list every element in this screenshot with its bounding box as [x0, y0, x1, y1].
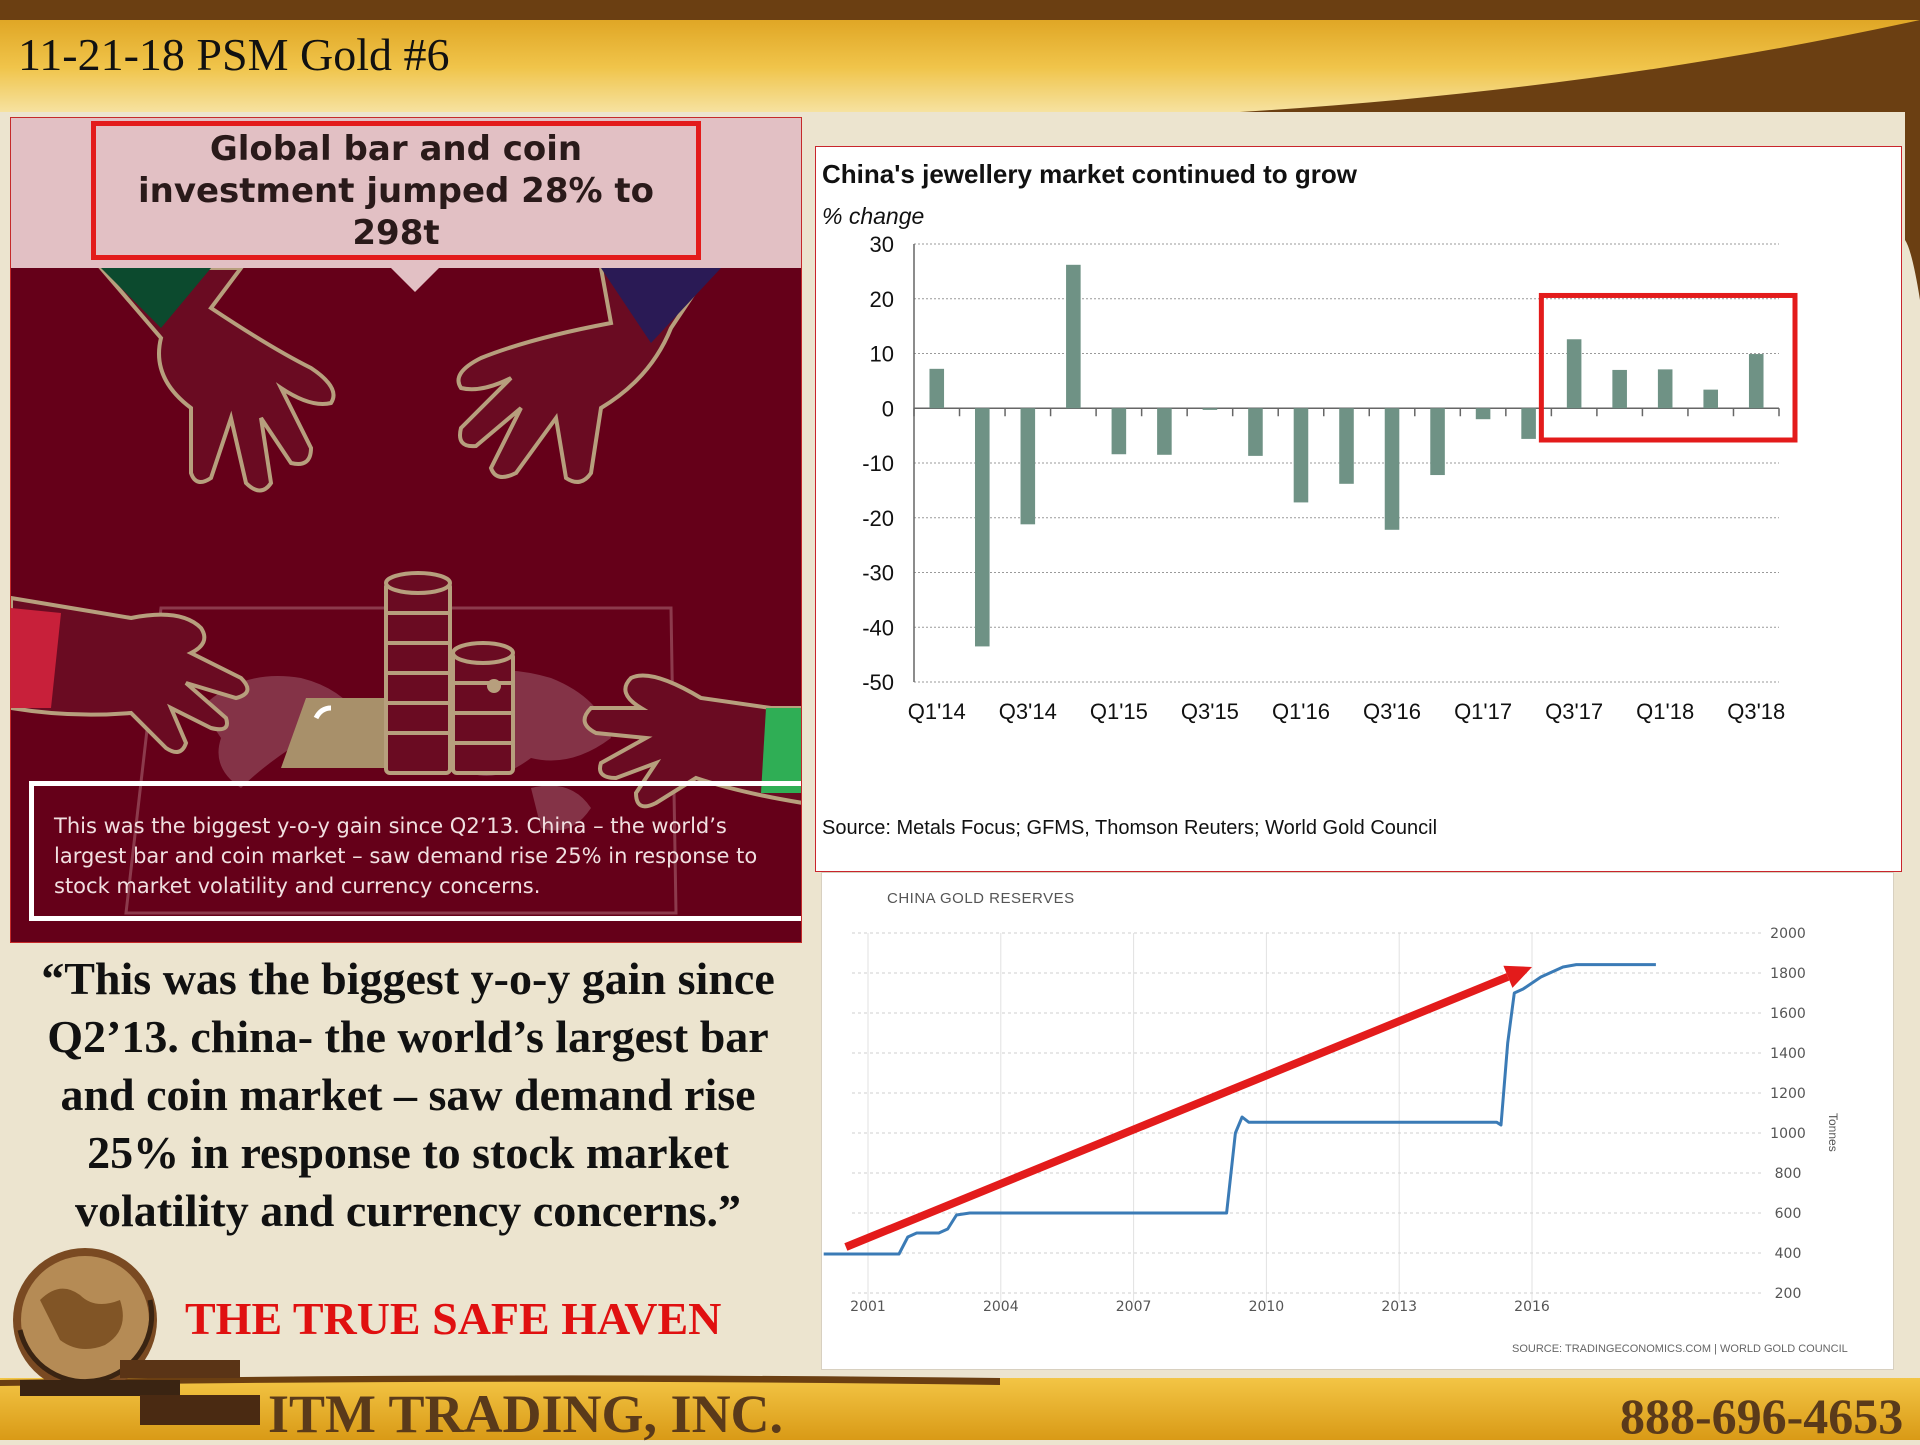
- y-tick-label: -50: [862, 670, 894, 695]
- hand-icon: [11, 595, 250, 754]
- x-tick-label: Q3'18: [1727, 699, 1785, 724]
- infographic-illustration: [11, 268, 801, 915]
- jewellery-chart-panel: 30 20 10 0 -10 -20 -30 -40 -50 Q1'14 Q3'14 Q1'15 Q3'…: [815, 146, 1902, 872]
- y-tick-label: 1200: [1770, 1086, 1806, 1102]
- infographic-caption-box: This was the biggest y-o-y gain since Q2…: [29, 781, 801, 921]
- trend-arrow: [844, 973, 1510, 1251]
- y-tick-label: 1600: [1770, 1006, 1806, 1022]
- bar-Q1'17: [1475, 408, 1491, 420]
- x-tick-label: 2016: [1514, 1299, 1550, 1315]
- cuff-icon: [101, 268, 211, 328]
- x-tick-label: 2004: [983, 1299, 1019, 1315]
- headline-pointer: [391, 268, 439, 292]
- y-tick-label: 1000: [1770, 1126, 1806, 1142]
- bar-Q4'17: [1612, 369, 1627, 409]
- quote-text: “This was the biggest y-o-y gain since Q…: [41, 953, 775, 1236]
- bar-Q4'15: [1248, 408, 1263, 456]
- y-tick-label: 400: [1775, 1246, 1802, 1262]
- infographic-header-band: [11, 118, 801, 268]
- cuff-icon: [601, 268, 721, 343]
- x-tick-label: Q3'14: [999, 699, 1057, 724]
- reserves-y-axis-label: Tonnes: [1826, 1113, 1840, 1152]
- bar-Q3'14: [1020, 408, 1036, 525]
- y-tick-label: 2000: [1770, 926, 1806, 942]
- coin-stack-icon: [384, 571, 452, 775]
- reserves-chart-title: CHINA GOLD RESERVES: [887, 890, 1075, 907]
- phone-number: 888-696-4653: [1620, 1388, 1904, 1444]
- bar-Q1'18: [1657, 369, 1673, 409]
- bar-Q3'18: [1748, 354, 1764, 409]
- bar-Q2'18: [1703, 389, 1718, 409]
- bar-Q4'14: [1066, 264, 1081, 409]
- bar-Q3'17: [1566, 339, 1582, 409]
- y-tick-label: 200: [1775, 1286, 1802, 1302]
- x-tick-label: 2001: [850, 1299, 886, 1315]
- y-tick-label: -10: [862, 451, 894, 476]
- company-name: ITM TRADING, INC.: [268, 1384, 784, 1444]
- trend-arrow-head: [1503, 965, 1532, 988]
- bar-coin-infographic: Global bar and coin investment jumped 28…: [10, 117, 802, 943]
- y-tick-label: 10: [870, 342, 894, 367]
- jewellery-chart-title: China's jewellery market continued to gr…: [822, 159, 1357, 189]
- gold-bar-highlight: [313, 705, 332, 720]
- y-tick-label: 1800: [1770, 966, 1806, 982]
- reserves-line: [823, 963, 1656, 1256]
- bar-Q1'16: [1293, 408, 1309, 503]
- y-tick-label: -30: [862, 561, 894, 586]
- y-tick-label: 1400: [1770, 1046, 1806, 1062]
- infographic-headline-box: Global bar and coin investment jumped 28…: [91, 121, 701, 260]
- bar-Q4'16: [1430, 408, 1445, 476]
- y-tick-label: 600: [1775, 1206, 1802, 1222]
- infographic-caption: This was the biggest y-o-y gain since Q2…: [54, 814, 758, 898]
- slide-title: 11-21-18 PSM Gold #6: [18, 29, 450, 80]
- reserves-chart-source: SOURCE: TRADINGECONOMICS.COM | WORLD GOL…: [1512, 1343, 1848, 1355]
- x-tick-label: Q1'17: [1454, 699, 1512, 724]
- x-tick-label: 2007: [1116, 1299, 1152, 1315]
- reserves-line-chart: 2001 2004 2007 2010 2013 2016 2000 1800 1600 1400…: [823, 926, 1806, 1315]
- cuff-icon: [761, 708, 801, 793]
- x-tick-label: Q1'15: [1090, 699, 1148, 724]
- y-tick-label: 0: [882, 396, 894, 421]
- hand-icon: [582, 673, 801, 809]
- footer-band: [0, 1378, 1920, 1440]
- x-tick-label: Q1'18: [1636, 699, 1694, 724]
- x-tick-label: Q3'16: [1363, 699, 1421, 724]
- x-tick-label: 2013: [1381, 1299, 1417, 1315]
- bar-Q1'14: [929, 368, 945, 409]
- header-swoosh: [1240, 0, 1920, 112]
- bar-Q3'16: [1384, 408, 1400, 530]
- highlight-box: [1538, 292, 1798, 443]
- bar-Q2'17: [1521, 408, 1536, 439]
- bar-Q3'15: [1202, 408, 1218, 410]
- jewellery-bar-chart: 30 20 10 0 -10 -20 -30 -40 -50 Q1'14 Q3'14 Q1'15 Q3'…: [862, 232, 1798, 724]
- jewellery-y-axis-label: % change: [822, 203, 925, 229]
- right-edge-swoosh: [1905, 112, 1920, 300]
- jewellery-chart-source: Source: Metals Focus; GFMS, Thomson Reut…: [822, 817, 1438, 839]
- y-tick-label: -20: [862, 506, 894, 531]
- x-tick-label: Q3'15: [1181, 699, 1239, 724]
- y-tick-label: 800: [1775, 1166, 1802, 1182]
- footer-swoosh: [0, 1375, 1000, 1386]
- bar-Q2'16: [1339, 408, 1354, 484]
- coin-stack-icon: [451, 641, 515, 775]
- infographic-headline: Global bar and coin investment jumped 28…: [137, 128, 655, 253]
- tagline: THE TRUE SAFE HAVEN: [185, 1293, 722, 1344]
- bar-Q1'15: [1111, 408, 1127, 455]
- y-tick-label: 20: [870, 287, 894, 312]
- table-surface: [124, 606, 678, 915]
- x-tick-label: Q1'16: [1272, 699, 1330, 724]
- x-tick-label: Q3'17: [1545, 699, 1603, 724]
- cuff-icon: [11, 608, 61, 708]
- bar-Q2'14: [975, 408, 990, 647]
- header-top-stripe: [0, 0, 1920, 20]
- y-tick-label: 30: [870, 232, 894, 257]
- x-tick-label: Q1'14: [908, 699, 966, 724]
- bar-Q2'15: [1157, 408, 1172, 455]
- x-tick-label: 2010: [1249, 1299, 1285, 1315]
- reserves-chart-panel: 2001 2004 2007 2010 2013 2016 2000 1800 1600 1400…: [821, 872, 1894, 1370]
- y-tick-label: -40: [862, 615, 894, 640]
- globe-icon: [13, 1248, 260, 1425]
